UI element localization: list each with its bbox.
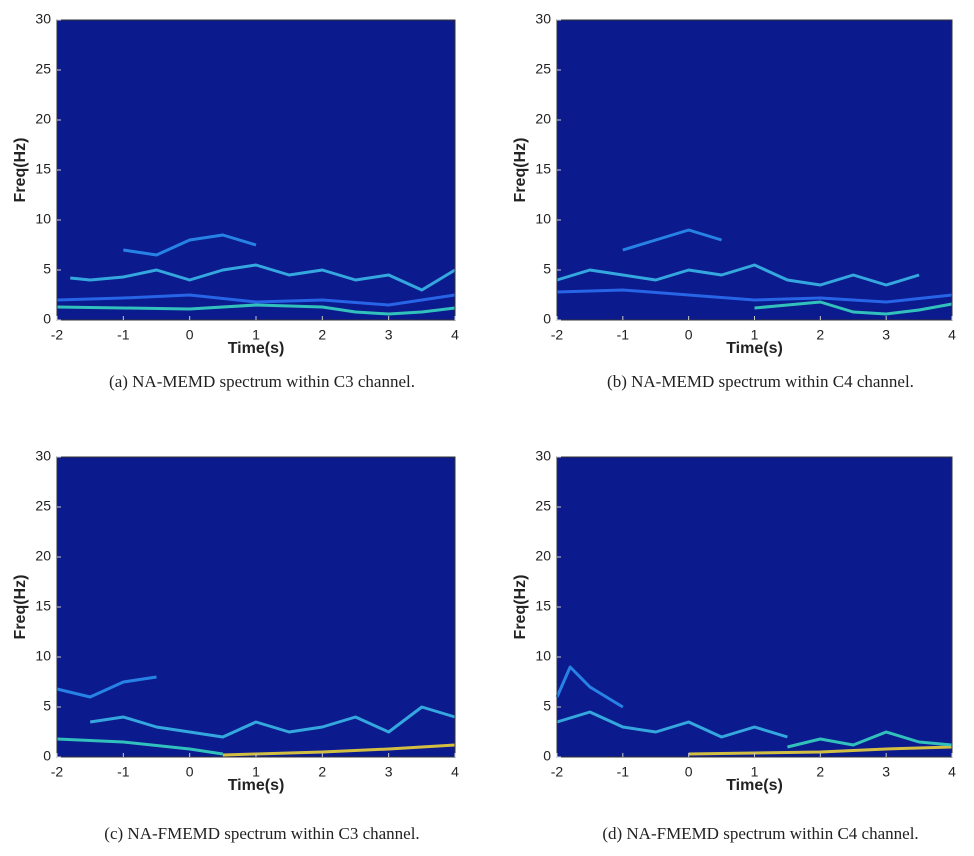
y-tick-label: 5: [43, 261, 51, 277]
spectral-ridge: [56, 737, 224, 756]
plot-background: [57, 20, 455, 320]
y-tick-label: 0: [543, 748, 551, 764]
y-axis-label: Freq(Hz): [12, 575, 29, 640]
y-axis-label: Freq(Hz): [12, 138, 29, 203]
x-tick-label: 2: [318, 327, 326, 343]
y-tick-label: 25: [535, 498, 551, 514]
x-tick-label: -1: [117, 327, 130, 343]
y-tick-label: 5: [543, 698, 551, 714]
x-tick-label: 2: [816, 764, 824, 780]
spectral-ridge: [556, 710, 788, 739]
x-tick-label: 2: [318, 764, 326, 780]
x-tick-label: 3: [882, 327, 890, 343]
y-tick-label: 0: [43, 748, 51, 764]
y-tick-label: 10: [535, 211, 551, 227]
spectral-ridge: [622, 228, 723, 252]
spectral-ridge: [222, 743, 456, 757]
y-tick-label: 10: [35, 211, 51, 227]
plot-background: [57, 457, 455, 757]
caption: (a) NA-MEMD spectrum within C3 channel.: [109, 372, 415, 391]
x-tick-label: 0: [186, 764, 194, 780]
spectral-ridge: [754, 300, 953, 316]
x-tick-label: 4: [451, 764, 459, 780]
x-tick-label: -2: [551, 327, 564, 343]
spectral-ridge: [56, 293, 456, 307]
x-tick-label: 3: [385, 764, 393, 780]
y-tick-label: 0: [543, 311, 551, 327]
x-tick-label: -2: [51, 764, 64, 780]
spectral-ridge: [56, 303, 456, 316]
y-tick-label: 20: [35, 548, 51, 564]
y-tick-label: 15: [35, 161, 51, 177]
y-tick-label: 25: [535, 61, 551, 77]
y-tick-label: 25: [35, 61, 51, 77]
y-tick-label: 0: [43, 311, 51, 327]
x-tick-label: 0: [685, 327, 693, 343]
y-axis-label: Freq(Hz): [512, 138, 529, 203]
x-tick-label: 1: [751, 764, 759, 780]
caption: (d) NA-FMEMD spectrum within C4 channel.: [602, 824, 918, 843]
x-tick-label: 4: [451, 327, 459, 343]
x-tick-label: 1: [751, 327, 759, 343]
spectral-ridge: [556, 288, 953, 304]
spectral-ridge: [70, 263, 456, 292]
spectral-ridge: [56, 675, 157, 699]
x-axis-label: Time(s): [228, 340, 285, 357]
spectral-ridge: [556, 263, 920, 287]
y-tick-label: 30: [535, 448, 551, 464]
y-tick-label: 20: [535, 548, 551, 564]
x-tick-label: 1: [252, 764, 260, 780]
y-tick-label: 10: [35, 648, 51, 664]
caption: (b) NA-MEMD spectrum within C4 channel.: [607, 372, 914, 391]
spectral-ridge: [123, 233, 257, 257]
x-tick-label: 0: [685, 764, 693, 780]
y-tick-label: 30: [35, 11, 51, 27]
x-tick-label: -2: [551, 764, 564, 780]
x-tick-label: 0: [186, 327, 194, 343]
y-tick-label: 10: [535, 648, 551, 664]
x-tick-label: 1: [252, 327, 260, 343]
x-axis-label: Time(s): [228, 777, 285, 794]
x-tick-label: 4: [948, 764, 956, 780]
x-tick-label: -1: [617, 764, 630, 780]
y-tick-label: 30: [35, 448, 51, 464]
x-tick-label: -1: [117, 764, 130, 780]
x-tick-label: 4: [948, 327, 956, 343]
spectral-ridge: [555, 665, 624, 709]
y-tick-label: 25: [35, 498, 51, 514]
x-axis-label: Time(s): [726, 340, 783, 357]
y-tick-label: 5: [43, 698, 51, 714]
x-tick-label: 3: [385, 327, 393, 343]
caption: (c) NA-FMEMD spectrum within C3 channel.: [104, 824, 419, 843]
x-axis-label: Time(s): [726, 777, 783, 794]
y-tick-label: 20: [35, 111, 51, 127]
y-tick-label: 30: [535, 11, 551, 27]
y-tick-label: 15: [535, 598, 551, 614]
spectral-ridge: [688, 745, 953, 756]
x-tick-label: 3: [882, 764, 890, 780]
plot-background: [557, 20, 952, 320]
x-tick-label: -2: [51, 327, 64, 343]
y-tick-label: 15: [535, 161, 551, 177]
y-tick-label: 5: [543, 261, 551, 277]
y-axis-label: Freq(Hz): [512, 575, 529, 640]
spectral-ridge: [89, 705, 456, 739]
x-tick-label: 2: [816, 327, 824, 343]
plot-background: [557, 457, 952, 757]
y-tick-label: 15: [35, 598, 51, 614]
spectral-ridge: [787, 730, 953, 749]
x-tick-label: -1: [617, 327, 630, 343]
y-tick-label: 20: [535, 111, 551, 127]
